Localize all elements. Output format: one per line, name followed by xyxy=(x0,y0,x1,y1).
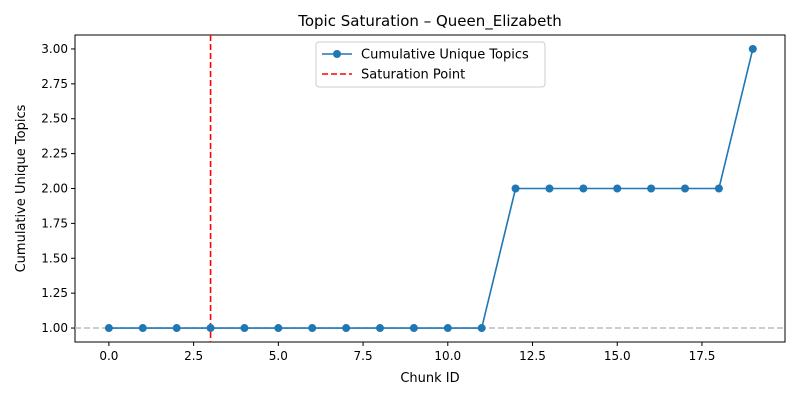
legend-box xyxy=(315,41,546,88)
data-point[interactable] xyxy=(274,324,283,333)
data-point[interactable] xyxy=(579,184,588,193)
data-point[interactable] xyxy=(545,184,554,193)
series-line xyxy=(108,48,754,329)
x-axis-ticks: 0.0 2.5 5.0 7.5 10.0 12.5 15.0 17.5 xyxy=(99,342,715,363)
legend-item-saturation-point: Saturation Point xyxy=(322,68,465,83)
y-axis-label: Cumulative Unique Topics xyxy=(14,104,29,272)
y-axis-ticks: 1.00 1.25 1.50 1.75 2.00 2.25 2.50 2.75 3.00 xyxy=(41,42,75,335)
x-tick-label: 5.0 xyxy=(269,349,288,363)
y-tick-label: 1.00 xyxy=(41,321,68,335)
y-tick-label: 1.25 xyxy=(41,286,68,300)
y-tick-label: 1.75 xyxy=(41,216,68,230)
chart-title: Topic Saturation – Queen_Elizabeth xyxy=(297,12,562,31)
y-tick-label: 2.00 xyxy=(41,182,68,196)
legend-saturation-label: Saturation Point xyxy=(361,68,465,83)
data-point[interactable] xyxy=(714,184,723,193)
y-tick-label: 2.75 xyxy=(41,77,68,91)
data-point[interactable] xyxy=(647,184,656,193)
data-point[interactable] xyxy=(138,324,147,333)
legend: Cumulative Unique Topics Saturation Point xyxy=(315,41,546,88)
data-point[interactable] xyxy=(443,324,452,333)
x-tick-label: 17.5 xyxy=(689,349,716,363)
x-tick-label: 0.0 xyxy=(99,349,118,363)
data-point[interactable] xyxy=(477,324,486,333)
y-tick-label: 3.00 xyxy=(41,42,68,56)
data-point[interactable] xyxy=(376,324,385,333)
data-point[interactable] xyxy=(172,324,181,333)
data-point[interactable] xyxy=(748,44,757,53)
x-tick-label: 15.0 xyxy=(604,349,631,363)
data-point[interactable] xyxy=(511,184,520,193)
y-tick-label: 2.50 xyxy=(41,112,68,126)
x-tick-label: 2.5 xyxy=(184,349,203,363)
data-point[interactable] xyxy=(308,324,317,333)
y-tick-label: 2.25 xyxy=(41,147,68,161)
series-cumulative-unique-topics xyxy=(104,44,757,333)
legend-series-label: Cumulative Unique Topics xyxy=(361,48,529,63)
data-point[interactable] xyxy=(342,324,351,333)
data-point[interactable] xyxy=(104,324,113,333)
data-point[interactable] xyxy=(681,184,690,193)
x-tick-label: 7.5 xyxy=(354,349,373,363)
data-point[interactable] xyxy=(206,324,215,333)
x-tick-label: 10.0 xyxy=(434,349,461,363)
legend-item-series: Cumulative Unique Topics xyxy=(322,48,529,63)
x-axis-label: Chunk ID xyxy=(400,371,459,386)
y-tick-label: 1.50 xyxy=(41,251,68,265)
legend-series-marker xyxy=(333,50,341,58)
data-point[interactable] xyxy=(613,184,622,193)
data-point[interactable] xyxy=(240,324,249,333)
x-tick-label: 12.5 xyxy=(519,349,546,363)
data-point[interactable] xyxy=(409,324,418,333)
